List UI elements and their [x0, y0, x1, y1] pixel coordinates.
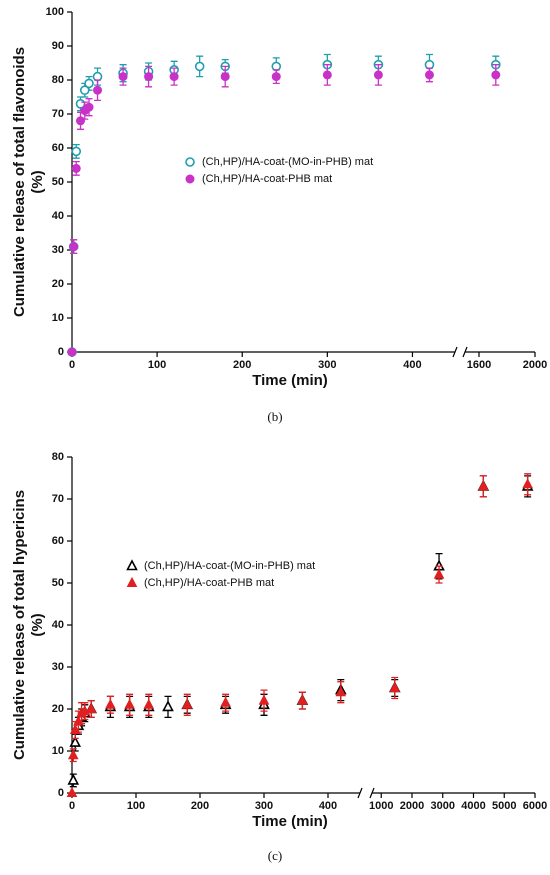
x-tick-label: 100	[148, 359, 166, 371]
point	[433, 568, 445, 579]
legend-label: (Ch,HP)/HA-coat-PHB mat	[202, 173, 332, 185]
x-tick-label: 2000	[523, 359, 547, 371]
y-tick-label: 50	[52, 176, 64, 188]
y-tick-label: 20	[52, 278, 64, 290]
x-tick-label: 0	[69, 359, 75, 371]
legend-label: (Ch,HP)/HA-coat-(MO-in-PHB) mat	[202, 156, 373, 168]
y-tick-label: 90	[52, 40, 64, 52]
point	[124, 698, 135, 709]
point	[73, 715, 84, 726]
y-tick-label: 80	[52, 74, 64, 86]
point	[118, 72, 128, 82]
point	[67, 749, 79, 760]
point	[220, 696, 231, 707]
point	[84, 78, 94, 89]
x-tick-label: 4000	[461, 800, 485, 812]
point	[76, 116, 86, 126]
point	[79, 85, 90, 95]
point	[271, 72, 281, 82]
legend-label: (Ch,HP)/HA-coat-PHB mat	[144, 577, 274, 589]
point	[84, 102, 94, 112]
point	[194, 61, 205, 72]
point	[335, 686, 347, 697]
legend-marker	[126, 559, 138, 571]
point	[478, 480, 489, 491]
y-tick-label: 60	[52, 142, 64, 154]
point	[67, 347, 77, 357]
y-tick-label: 30	[52, 661, 64, 673]
legend-marker	[185, 157, 195, 167]
point	[491, 70, 501, 80]
x-tick-label: 300	[318, 359, 336, 371]
y-tick-label: 10	[52, 312, 64, 324]
x-tick-label: 2000	[400, 800, 424, 812]
y-tick-label: 70	[52, 493, 64, 505]
x-tick-label: 100	[127, 800, 145, 812]
point	[181, 698, 193, 709]
x-tick-label: 200	[191, 800, 209, 812]
point	[297, 694, 308, 705]
point	[93, 85, 103, 95]
x-tick-label: 300	[255, 800, 273, 812]
point	[71, 146, 82, 157]
point	[169, 72, 179, 82]
x-tick-label: 3000	[430, 800, 454, 812]
x-tick-label: 6000	[523, 800, 547, 812]
y-tick-label: 50	[52, 577, 64, 589]
y-tick-label: 70	[52, 108, 64, 120]
axis-break	[462, 346, 468, 358]
x-tick-label: 0	[69, 800, 75, 812]
legend-label: (Ch,HP)/HA-coat-(MO-in-PHB) mat	[144, 560, 315, 572]
point	[67, 773, 80, 785]
point	[69, 735, 82, 747]
y-axis-title: (%)	[29, 170, 46, 193]
axis-break	[369, 787, 375, 799]
y-tick-label: 20	[52, 703, 64, 715]
y-axis-title: Cumulative release of total flavonoids	[11, 47, 28, 317]
axis-break	[357, 787, 363, 799]
point	[162, 700, 174, 712]
x-tick-label: 5000	[492, 800, 516, 812]
point	[258, 694, 270, 705]
point	[522, 478, 533, 489]
point	[389, 681, 401, 692]
x-tick-label: 200	[233, 359, 251, 371]
point	[69, 242, 79, 252]
y-tick-label: 100	[46, 6, 64, 18]
x-tick-label: 1000	[369, 800, 393, 812]
y-tick-label: 60	[52, 535, 64, 547]
y-tick-label: 40	[52, 210, 64, 222]
point	[105, 698, 116, 709]
y-tick-label: 80	[52, 451, 64, 463]
point	[71, 163, 81, 173]
point	[69, 723, 81, 734]
legend-marker	[185, 174, 195, 184]
x-tick-label: 400	[403, 359, 421, 371]
legend-marker	[126, 576, 138, 587]
y-tick-label: 30	[52, 244, 64, 256]
point	[85, 702, 97, 713]
point	[373, 70, 383, 80]
y-tick-label: 0	[58, 787, 64, 799]
y-tick-label: 0	[58, 346, 64, 358]
axis-break	[452, 346, 458, 358]
y-axis-title: (%)	[29, 613, 46, 636]
point	[322, 70, 332, 80]
caption: (b)	[267, 409, 282, 424]
point	[220, 72, 230, 82]
y-tick-label: 10	[52, 745, 64, 757]
point	[66, 786, 78, 797]
x-axis-title: Time (min)	[252, 372, 328, 389]
x-tick-label: 1600	[467, 359, 491, 371]
x-axis-title: Time (min)	[252, 813, 328, 830]
point	[144, 72, 154, 82]
y-axis-title: Cumulative release of total hypericins	[11, 490, 28, 760]
x-tick-label: 400	[319, 800, 337, 812]
point	[143, 698, 155, 709]
y-tick-label: 40	[52, 619, 64, 631]
point	[424, 70, 434, 80]
caption: (c)	[268, 848, 282, 863]
